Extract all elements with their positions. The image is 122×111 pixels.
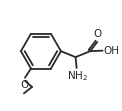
Text: O: O [93,29,102,39]
Text: NH$_2$: NH$_2$ [67,69,88,83]
Text: OH: OH [103,46,119,56]
Text: O: O [20,80,29,90]
